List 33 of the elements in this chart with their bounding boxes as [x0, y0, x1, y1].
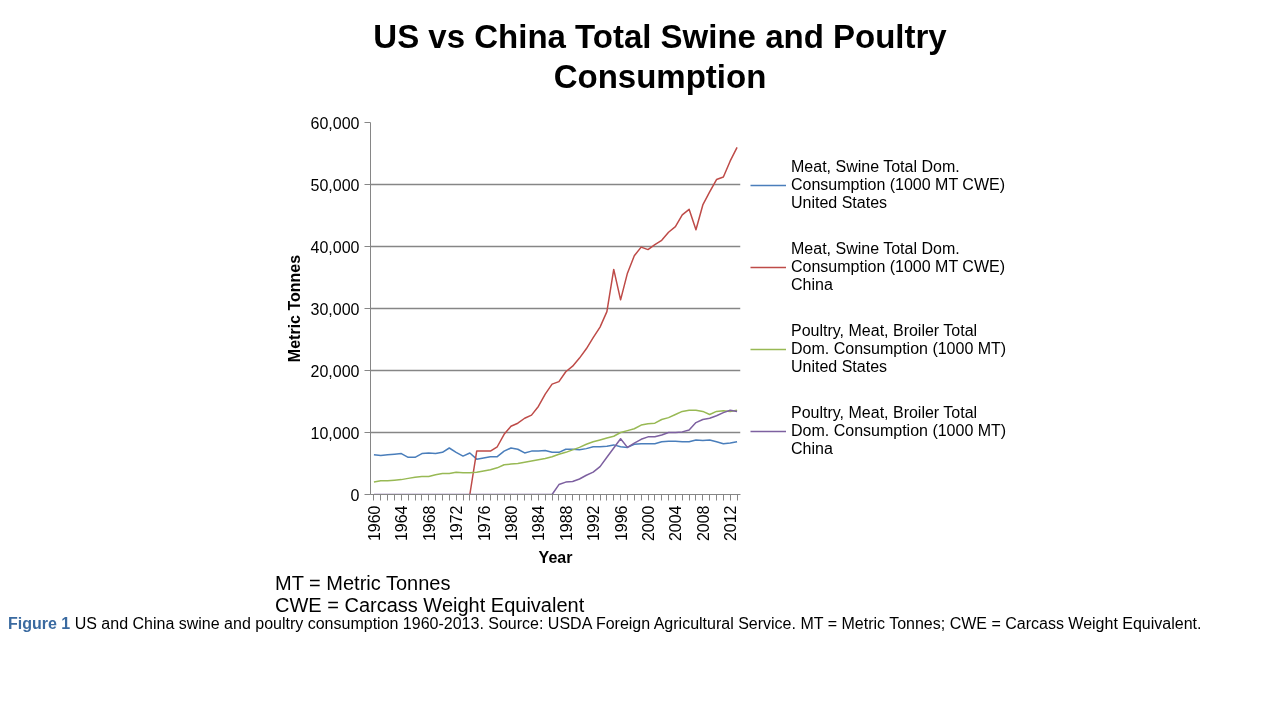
- x-tick-label: 2012: [722, 505, 740, 542]
- line-series: [373, 439, 738, 460]
- x-tick-label: 1984: [530, 505, 548, 542]
- x-tick-label: 1964: [393, 505, 411, 542]
- x-tick-label: 2004: [667, 505, 685, 542]
- x-tick-label: 1976: [475, 505, 493, 542]
- x-tick-label: 2000: [640, 505, 657, 542]
- x-tick-label: 1996: [612, 505, 630, 542]
- line-series: [469, 146, 738, 495]
- legend-label: Poultry, Meat, Broiler Total Dom. Consumption (1000 MT) China: [791, 404, 1007, 458]
- y-tick-label: 60,000: [310, 114, 360, 132]
- y-tick-label: 30,000: [310, 300, 360, 318]
- x-tick-label: 1968: [420, 505, 438, 542]
- x-tick-label: 1980: [502, 505, 520, 542]
- legend-label: Meat, Swine Total Dom. Consumption (1000 MT CWE) United States: [791, 158, 1005, 212]
- x-tick-label: 1972: [448, 505, 466, 542]
- y-axis-title: Metric Tonnes: [285, 254, 303, 363]
- legend-label: Meat, Swine Total Dom. Consumption (1000 MT CWE) China: [791, 240, 1005, 294]
- y-tick-label: 50,000: [310, 176, 360, 194]
- legend-label: Poultry, Meat, Broiler Total Dom. Consumption (1000 MT) United States: [791, 322, 1007, 376]
- chart-title: US vs China Total Swine and Poultry Consumption: [372, 17, 948, 97]
- text: CWE = Carcass Weight Equivalent: [275, 594, 585, 616]
- y-tick-label: 20,000: [310, 362, 360, 380]
- y-tick-label: 40,000: [310, 238, 360, 256]
- x-axis-title: Year: [538, 549, 573, 567]
- y-tick-label: 0: [350, 486, 360, 504]
- x-tick-label: 1992: [585, 505, 603, 542]
- y-tick-label: 10,000: [310, 424, 360, 442]
- caption: Figure 1 US and China swine and poultry consumption 1960-2013. Source: USDA Foreign Agricultural Service. MT = Metric Tonnes; CWE = Carcass Weight Equivalent.: [8, 615, 1203, 634]
- x-tick-label: 1988: [557, 505, 575, 542]
- x-tick-label: 2008: [694, 505, 712, 542]
- text: MT = Metric Tonnes: [275, 572, 451, 594]
- x-tick-label: 1960: [365, 505, 383, 542]
